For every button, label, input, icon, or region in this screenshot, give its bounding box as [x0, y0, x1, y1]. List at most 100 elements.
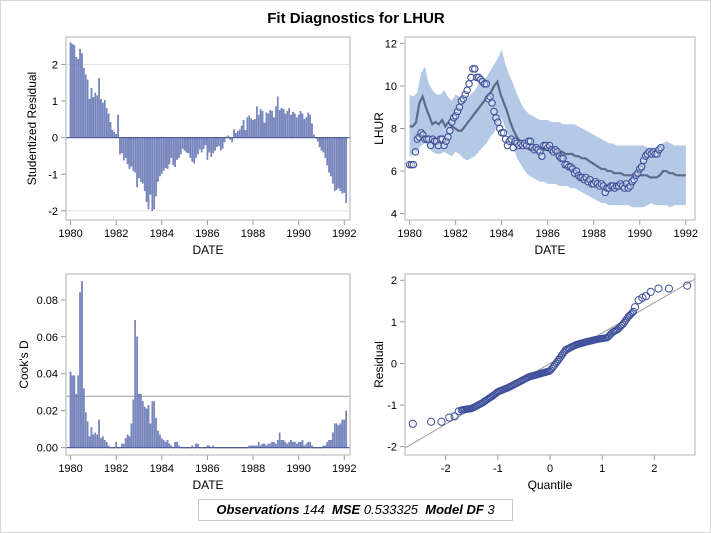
x-tick-label: 1986	[535, 228, 559, 240]
bar	[73, 375, 76, 448]
bar	[276, 440, 279, 448]
y-tick-label: 0.04	[37, 369, 58, 381]
bar	[240, 125, 243, 138]
y-tick-label: 1	[391, 317, 397, 329]
bar	[273, 117, 275, 138]
x-tick-label: 1988	[241, 463, 265, 475]
bar	[333, 137, 336, 191]
bar	[206, 137, 209, 160]
bar	[286, 111, 289, 138]
bar	[81, 281, 83, 448]
bar	[202, 137, 205, 149]
x-tick-label: 1980	[58, 463, 82, 475]
bar	[267, 113, 270, 138]
bar	[292, 111, 294, 138]
x-tick-label: 1984	[489, 228, 513, 240]
bar	[81, 53, 83, 138]
bar	[200, 137, 203, 153]
bar	[199, 137, 201, 150]
bar	[235, 133, 237, 138]
bar	[261, 111, 264, 138]
observations-value: 144	[303, 502, 325, 517]
plot-frame	[65, 273, 351, 456]
bar	[94, 432, 97, 448]
bar	[159, 434, 161, 448]
plot-frame	[65, 36, 351, 221]
observed-point	[444, 133, 452, 141]
bar	[326, 137, 328, 166]
bar	[140, 137, 142, 182]
bar	[115, 441, 117, 448]
qq-point	[555, 355, 563, 364]
bar	[105, 441, 108, 448]
observed-point	[465, 80, 473, 88]
bar	[136, 137, 138, 188]
y-tick-label: 1	[52, 96, 58, 108]
bar	[309, 441, 311, 448]
qq-point	[629, 307, 638, 316]
bar	[252, 119, 254, 138]
bar	[166, 137, 169, 169]
x-axis-label: Quantile	[528, 478, 573, 492]
bar	[214, 137, 216, 151]
bar	[124, 137, 127, 158]
bar	[145, 137, 148, 202]
bar	[328, 137, 330, 173]
bar	[295, 117, 298, 138]
bar	[164, 441, 167, 448]
bar	[103, 100, 106, 138]
bar	[337, 137, 340, 189]
y-tick-label: 0.08	[37, 295, 58, 307]
observed-point	[455, 103, 464, 111]
observed-point	[488, 99, 496, 107]
bar	[143, 137, 146, 191]
bar	[149, 137, 152, 195]
bar	[75, 393, 78, 448]
bar	[100, 99, 102, 138]
y-tick-label: -1	[387, 400, 397, 412]
bar	[134, 137, 137, 173]
fit-statistics-box: Observations 144 MSE 0.533325 Model DF 3	[198, 499, 513, 521]
bar	[96, 434, 98, 448]
y-tick-label: 0.02	[37, 406, 58, 418]
observed-point	[637, 163, 646, 171]
studentized-residual-plot: 1980 1982 1984 1986 1988 1990 1992 -2 -1 0 1 2 DATE S…	[25, 36, 357, 257]
prediction-band	[409, 49, 686, 208]
bar	[332, 137, 334, 184]
bar	[145, 408, 148, 448]
bar	[195, 137, 197, 158]
y-tick-label: 8	[391, 124, 397, 136]
bar	[276, 96, 279, 138]
bar	[326, 441, 328, 448]
model-df-value: 3	[487, 502, 495, 517]
x-tick-label: 1980	[58, 228, 82, 240]
bar	[330, 137, 332, 177]
x-axis-label: DATE	[534, 243, 565, 257]
bar	[278, 432, 281, 448]
observed-point	[490, 107, 498, 116]
bar	[130, 423, 133, 448]
observed-point	[467, 73, 475, 82]
bar	[341, 137, 344, 194]
bar	[185, 137, 188, 153]
bar	[345, 410, 348, 448]
bar	[339, 137, 342, 191]
bar	[309, 114, 311, 138]
bar	[88, 99, 91, 138]
bar	[155, 417, 157, 448]
bar	[162, 440, 165, 448]
bar	[299, 441, 302, 448]
x-tick-label: -1	[493, 463, 503, 475]
bar	[126, 137, 129, 165]
qq-point	[408, 419, 417, 428]
bar	[130, 137, 133, 167]
y-tick-label: -2	[387, 442, 397, 454]
bar	[69, 371, 72, 448]
bar	[109, 122, 112, 138]
bar	[79, 48, 81, 138]
bar	[273, 441, 275, 448]
bar	[303, 119, 306, 138]
qq-point	[450, 412, 459, 421]
bar	[237, 130, 239, 138]
bar	[155, 137, 157, 197]
